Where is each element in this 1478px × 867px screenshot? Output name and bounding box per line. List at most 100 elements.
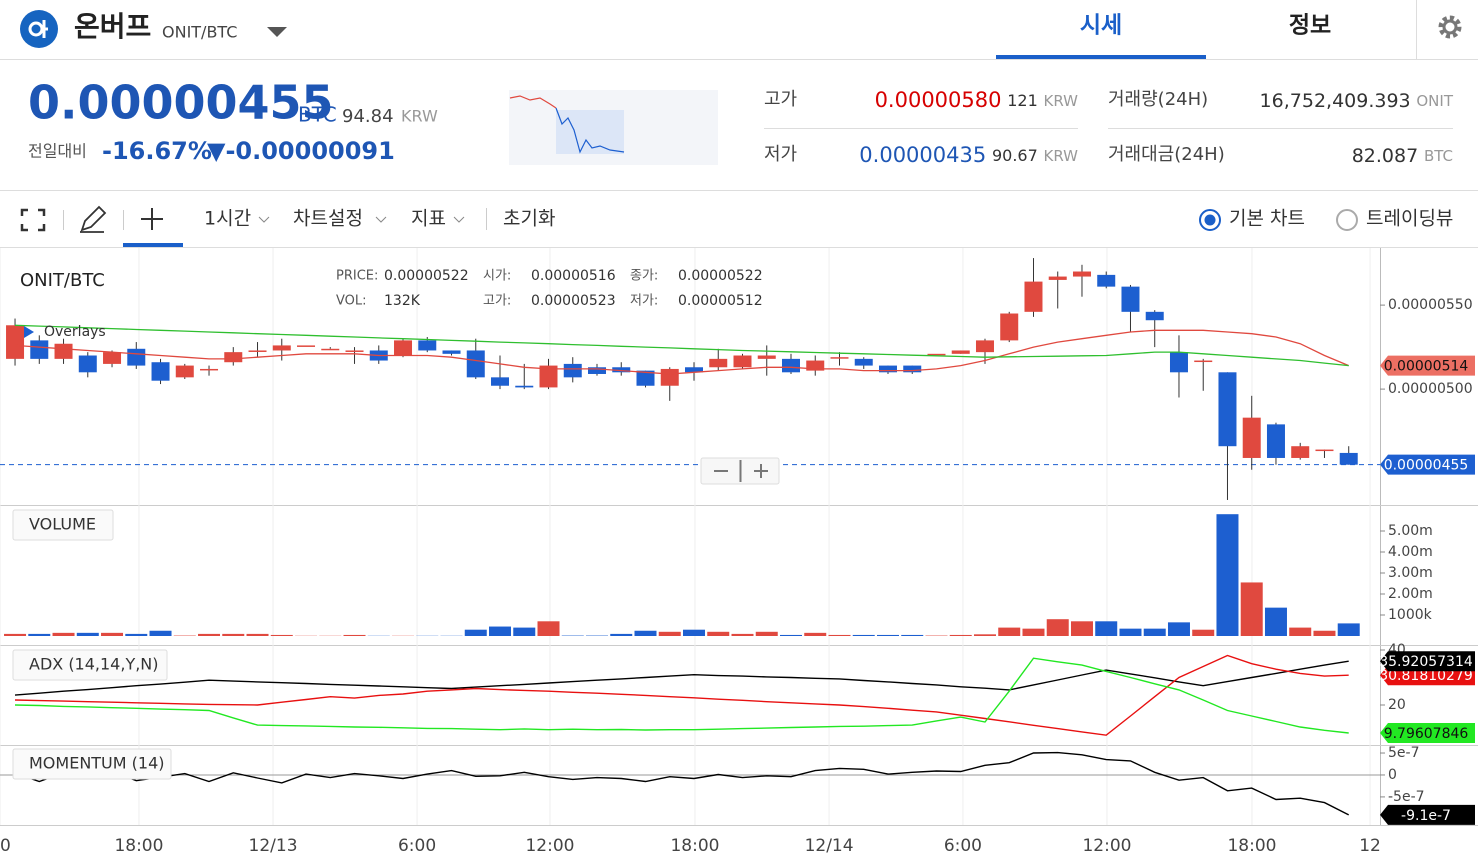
interval-menu[interactable]: 1시간 bbox=[204, 208, 251, 230]
candle-body bbox=[200, 368, 219, 371]
candle-body bbox=[515, 385, 534, 388]
chart-title: ONIT/BTC bbox=[20, 270, 105, 291]
candle-body bbox=[1242, 417, 1261, 458]
tab-underline bbox=[996, 55, 1206, 59]
candle-body bbox=[636, 370, 655, 386]
stat-value: 0.00000435 90.67 KRW bbox=[859, 143, 1078, 167]
volume-bar bbox=[1337, 623, 1360, 636]
tab-active[interactable]: 시세 bbox=[1080, 13, 1122, 39]
stat-number: 0.00000435 bbox=[859, 143, 986, 167]
value-badge-label: -9.1e-7 bbox=[1401, 808, 1451, 824]
candle-body bbox=[321, 348, 340, 351]
volume-bar bbox=[246, 633, 269, 636]
pair-dropdown[interactable] bbox=[267, 27, 287, 37]
stat-number: 82.087 bbox=[1352, 145, 1418, 167]
candle-body bbox=[806, 360, 825, 371]
panel-label: MOMENTUM (14) bbox=[29, 754, 165, 773]
chevron bbox=[375, 216, 387, 223]
moving-average bbox=[14, 329, 1349, 375]
mode-option[interactable]: 트레이딩뷰 bbox=[1366, 208, 1453, 230]
candle-body bbox=[224, 352, 243, 363]
settings-gear[interactable] bbox=[1438, 15, 1462, 39]
candle-body bbox=[1291, 446, 1310, 458]
candle-body bbox=[854, 358, 873, 366]
volume-bar bbox=[634, 630, 657, 636]
x-tick-label: 12 bbox=[1359, 836, 1381, 856]
candle-body bbox=[975, 340, 994, 353]
panel-label-box bbox=[12, 509, 114, 541]
candle-body bbox=[903, 365, 922, 373]
volume-bar bbox=[731, 633, 754, 636]
stat-label: 저가 bbox=[764, 144, 797, 165]
candle-body bbox=[563, 363, 582, 378]
stat-unit: ONIT bbox=[1416, 92, 1453, 110]
candle-body bbox=[175, 365, 194, 378]
change-label: 전일대비 bbox=[28, 142, 87, 161]
mini-chart-window bbox=[556, 110, 624, 154]
indicator-line bbox=[14, 660, 1349, 696]
settings-menu[interactable]: 차트설정 bbox=[293, 208, 363, 230]
indicator-line bbox=[14, 654, 1349, 736]
tab[interactable]: 정보 bbox=[1289, 13, 1331, 39]
volume-bar bbox=[1313, 630, 1336, 636]
volume-bar bbox=[1264, 607, 1287, 636]
candle-body bbox=[1024, 281, 1043, 312]
radio[interactable] bbox=[1336, 209, 1358, 231]
reset-button[interactable]: 초기화 bbox=[503, 208, 555, 230]
candle-body bbox=[345, 350, 364, 352]
candle-body bbox=[733, 355, 752, 368]
zoom-icons bbox=[714, 460, 768, 482]
moving-average bbox=[14, 324, 1349, 367]
mode-option[interactable]: 기본 차트 bbox=[1229, 208, 1305, 230]
x-tick-label: 18:00 bbox=[114, 836, 163, 856]
stat-value: 0.00000580 121 KRW bbox=[875, 88, 1079, 112]
fullscreen-icon[interactable] bbox=[20, 208, 46, 232]
volume-bar bbox=[1070, 621, 1093, 636]
radio-dot bbox=[1204, 214, 1216, 226]
top-bar bbox=[0, 0, 1478, 60]
x-tick-label: 6:00 bbox=[944, 836, 982, 856]
stat-value: 82.087 BTC bbox=[1352, 145, 1453, 167]
coin-name: 온버프 bbox=[74, 10, 151, 43]
indicator-menu[interactable]: 지표 bbox=[411, 208, 446, 230]
y-tick-label: 0.00000550 bbox=[1388, 297, 1473, 313]
info-value: 0.00000516 bbox=[531, 268, 616, 284]
value-badge-label: 30.81810279 bbox=[1379, 668, 1473, 684]
candle-body bbox=[272, 345, 291, 351]
candle-body bbox=[151, 362, 170, 381]
volume-bar bbox=[683, 629, 706, 636]
y-tick-label: -5e-7 bbox=[1388, 789, 1425, 805]
volume-bar bbox=[464, 629, 487, 636]
stat-unit: KRW bbox=[1044, 147, 1079, 165]
value-badge-label: 9.79607846 bbox=[1384, 726, 1469, 742]
radio-selected[interactable] bbox=[1199, 209, 1221, 231]
crosshair-icon[interactable] bbox=[141, 208, 163, 230]
draw-icon[interactable] bbox=[80, 205, 107, 233]
candle-body bbox=[1072, 271, 1091, 277]
candle-body bbox=[781, 358, 800, 373]
volume-bar bbox=[270, 634, 293, 636]
candle-body bbox=[1000, 313, 1019, 341]
y-tick-label: 4.00m bbox=[1388, 544, 1433, 560]
volume-bar bbox=[610, 633, 633, 636]
last-price: 0.00000455 bbox=[28, 76, 334, 130]
change-percent: -16.67% bbox=[102, 137, 212, 165]
volume-bar bbox=[125, 633, 148, 636]
volume-bar bbox=[343, 634, 366, 636]
info-label: VOL: bbox=[336, 294, 367, 309]
mini-chart-line bbox=[555, 107, 625, 154]
volume-bar bbox=[876, 634, 899, 636]
candle-body bbox=[830, 357, 849, 359]
candle-body bbox=[1194, 360, 1213, 363]
indicator-line bbox=[14, 657, 1349, 734]
info-label: 종가: bbox=[630, 269, 658, 284]
volume-bar bbox=[1095, 621, 1118, 636]
volume-bar bbox=[489, 626, 512, 636]
candle-body bbox=[539, 365, 558, 388]
panel-label-box bbox=[12, 649, 168, 681]
volume-bar bbox=[1022, 628, 1045, 636]
volume-bar bbox=[28, 633, 51, 636]
overlay-toggle bbox=[24, 326, 34, 338]
info-value: 0.00000522 bbox=[384, 268, 469, 284]
